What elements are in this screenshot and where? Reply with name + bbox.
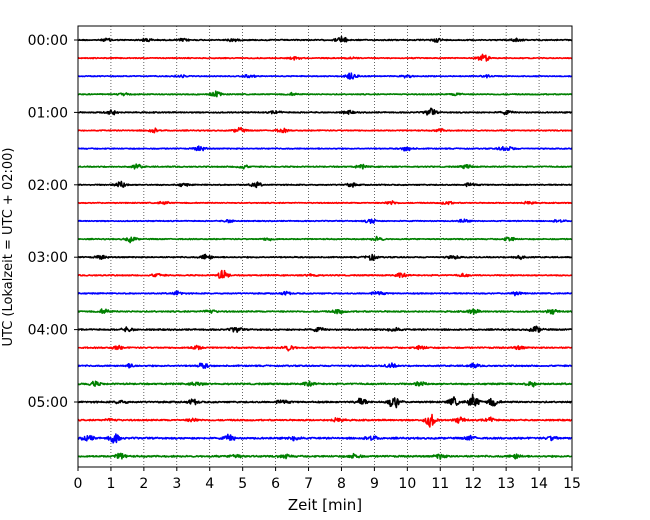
trace-0245 <box>77 235 573 244</box>
trace-0100 <box>77 107 573 116</box>
x-tick-label-12: 12 <box>464 476 482 492</box>
trace-0430 <box>77 362 573 369</box>
trace-0400 <box>77 325 573 333</box>
x-axis-ticks: 0 1 2 3 4 5 6 7 8 9 10 11 12 13 14 15 <box>74 467 581 492</box>
x-tick-label-8: 8 <box>337 476 346 492</box>
plot-frame <box>77 25 573 468</box>
x-tick-label-0: 0 <box>74 476 83 492</box>
y-axis-ticks: 00:00 01:00 02:00 03:00 04:00 05:00 <box>28 33 78 411</box>
x-tick-label-11: 11 <box>431 476 449 492</box>
trace-0115 <box>77 126 573 134</box>
x-tick-label-4: 4 <box>205 476 214 492</box>
trace-0315 <box>77 269 573 279</box>
trace-0330 <box>77 290 573 297</box>
x-tick-label-14: 14 <box>530 476 548 492</box>
trace-0445 <box>77 380 573 388</box>
trace-0515 <box>77 413 573 428</box>
trace-0300 <box>77 253 573 262</box>
trace-0215 <box>77 200 573 206</box>
x-tick-label-2: 2 <box>139 476 148 492</box>
x-tick-label-6: 6 <box>271 476 280 492</box>
trace-0545 <box>77 452 573 460</box>
y-axis-label: UTC (Lokalzeit = UTC + 02:00) <box>1 148 16 347</box>
trace-0345 <box>77 308 573 315</box>
trace-0200 <box>77 180 573 189</box>
x-tick-label-5: 5 <box>238 476 247 492</box>
trace-0500 <box>77 393 573 409</box>
trace-0415 <box>77 344 573 352</box>
trace-0045 <box>77 90 573 98</box>
trace-0000 <box>77 35 573 43</box>
y-tick-label-2: 02:00 <box>28 178 68 194</box>
x-tick-label-7: 7 <box>304 476 313 492</box>
x-tick-label-10: 10 <box>398 476 416 492</box>
x-tick-label-1: 1 <box>106 476 115 492</box>
x-tick-label-9: 9 <box>370 476 379 492</box>
x-tick-label-15: 15 <box>563 476 581 492</box>
y-tick-label-1: 01:00 <box>28 105 68 121</box>
y-tick-label-3: 03:00 <box>28 250 68 266</box>
y-tick-label-4: 04:00 <box>28 323 68 339</box>
trace-0145 <box>77 163 573 170</box>
trace-0030 <box>77 72 573 80</box>
trace-0530 <box>77 433 573 444</box>
x-tick-label-3: 3 <box>172 476 181 492</box>
trace-0130 <box>77 145 573 152</box>
trace-0015 <box>77 53 573 62</box>
x-axis-label: Zeit [min] <box>288 496 362 514</box>
y-tick-label-5: 05:00 <box>28 395 68 411</box>
trace-0230 <box>77 218 573 225</box>
y-tick-label-0: 00:00 <box>28 33 68 49</box>
x-tick-label-13: 13 <box>497 476 515 492</box>
seismic-traces <box>77 35 573 460</box>
